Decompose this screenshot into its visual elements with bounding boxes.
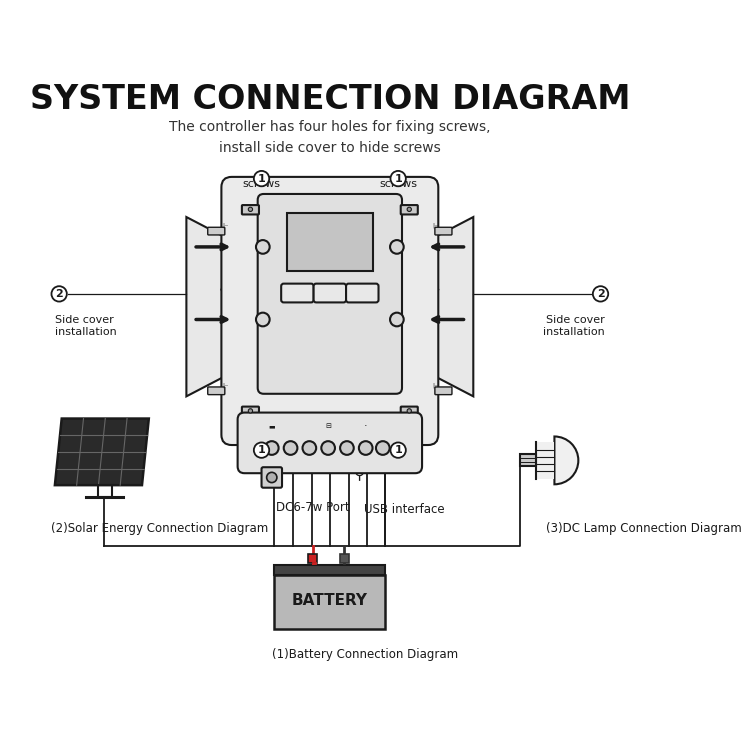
FancyBboxPatch shape: [208, 227, 225, 235]
Circle shape: [407, 409, 412, 413]
FancyBboxPatch shape: [242, 406, 259, 416]
Text: DC6-7w Port: DC6-7w Port: [276, 502, 350, 515]
Text: 1: 1: [394, 446, 402, 455]
Text: 1: 1: [258, 173, 266, 184]
Text: ⊟: ⊟: [326, 423, 331, 429]
FancyBboxPatch shape: [400, 205, 418, 214]
FancyBboxPatch shape: [262, 467, 282, 488]
FancyBboxPatch shape: [208, 387, 225, 394]
Bar: [340, 554, 349, 562]
FancyBboxPatch shape: [281, 284, 314, 302]
Circle shape: [376, 441, 389, 454]
Wedge shape: [554, 436, 578, 484]
Circle shape: [256, 313, 270, 326]
Polygon shape: [432, 217, 473, 396]
FancyBboxPatch shape: [435, 387, 452, 394]
Text: USB interface: USB interface: [364, 503, 445, 516]
FancyBboxPatch shape: [258, 194, 402, 394]
Polygon shape: [55, 419, 148, 485]
Circle shape: [267, 472, 277, 482]
Text: (3)DC Lamp Connection Diagram: (3)DC Lamp Connection Diagram: [546, 522, 742, 535]
Circle shape: [254, 442, 269, 458]
Circle shape: [391, 171, 406, 186]
Text: |--: |--: [432, 223, 438, 228]
Circle shape: [592, 286, 608, 302]
Text: The controller has four holes for fixing screws,
install side cover to hide scre: The controller has four holes for fixing…: [169, 120, 491, 155]
Text: screws: screws: [380, 451, 417, 460]
Text: ⚲: ⚲: [354, 466, 365, 481]
Circle shape: [390, 240, 404, 254]
Circle shape: [391, 442, 406, 458]
Circle shape: [284, 441, 298, 454]
FancyBboxPatch shape: [346, 284, 379, 302]
Circle shape: [52, 286, 67, 302]
Circle shape: [359, 441, 373, 454]
Text: 1: 1: [258, 446, 266, 455]
Text: SYSTEM CONNECTION DIAGRAM: SYSTEM CONNECTION DIAGRAM: [29, 82, 630, 116]
Text: (2)Solar Energy Connection Diagram: (2)Solar Energy Connection Diagram: [50, 522, 268, 535]
FancyBboxPatch shape: [238, 413, 422, 473]
FancyBboxPatch shape: [221, 177, 438, 445]
Circle shape: [390, 313, 404, 326]
FancyBboxPatch shape: [400, 406, 418, 416]
Circle shape: [248, 409, 253, 413]
Text: Side cover
installation: Side cover installation: [543, 315, 604, 337]
Polygon shape: [187, 217, 227, 396]
Circle shape: [302, 441, 316, 454]
Text: screws: screws: [242, 451, 280, 460]
Circle shape: [407, 207, 412, 212]
FancyBboxPatch shape: [242, 205, 259, 214]
Bar: [308, 554, 317, 562]
Circle shape: [265, 441, 278, 454]
Text: 1: 1: [394, 173, 402, 184]
Circle shape: [321, 441, 335, 454]
Circle shape: [340, 441, 354, 454]
Circle shape: [254, 171, 269, 186]
Text: 2: 2: [56, 289, 63, 299]
Text: |--: |--: [222, 382, 228, 388]
Text: screws: screws: [380, 178, 417, 189]
Bar: [274, 574, 386, 628]
Text: BATTERY: BATTERY: [292, 593, 368, 608]
Bar: [536, 442, 554, 479]
Text: ▬: ▬: [268, 423, 275, 429]
FancyBboxPatch shape: [314, 284, 346, 302]
Text: |--: |--: [222, 223, 228, 228]
Bar: [287, 213, 373, 271]
Text: screws: screws: [242, 178, 280, 189]
Circle shape: [256, 240, 270, 254]
Text: ·: ·: [364, 422, 368, 431]
Text: (1)Battery Connection Diagram: (1)Battery Connection Diagram: [272, 648, 458, 662]
Text: Side cover
installation: Side cover installation: [55, 315, 117, 337]
Text: 2: 2: [597, 289, 604, 299]
FancyBboxPatch shape: [435, 227, 452, 235]
Circle shape: [248, 207, 253, 212]
Bar: [520, 454, 536, 466]
Bar: [274, 565, 386, 574]
Text: |--: |--: [432, 382, 438, 388]
